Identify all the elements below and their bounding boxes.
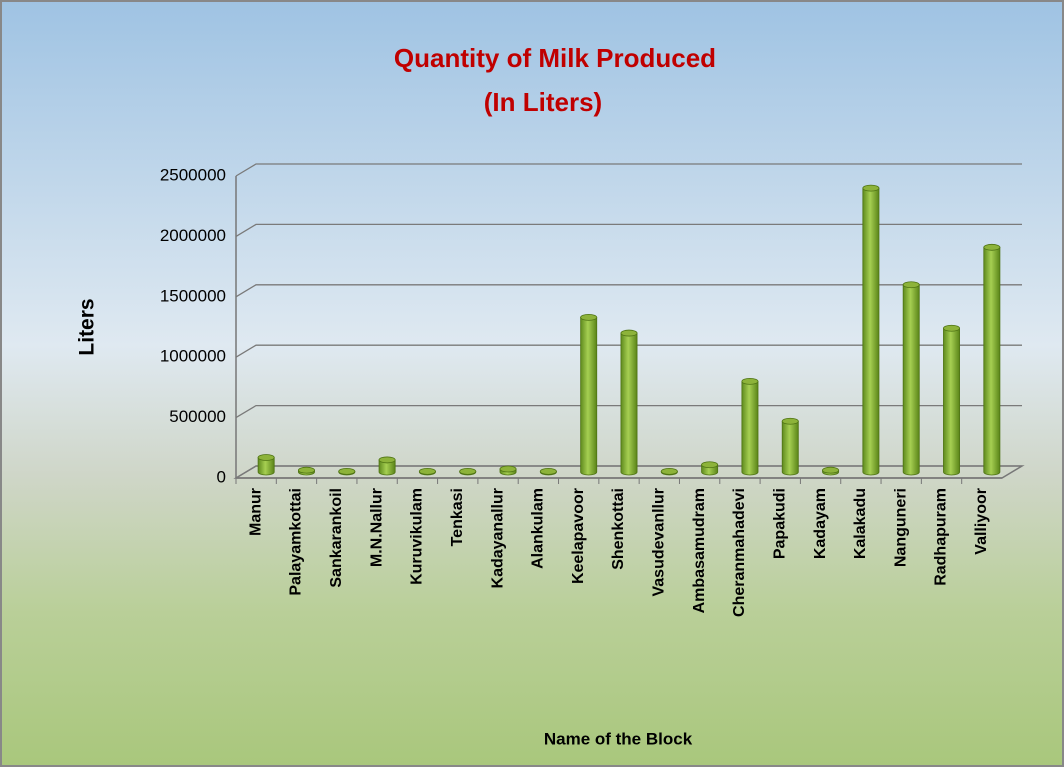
bar-top <box>499 465 517 473</box>
bar-body <box>902 284 920 476</box>
x-tick-label: Kalakadu <box>852 488 869 559</box>
bar <box>862 184 880 476</box>
chart-subtitle: (In Liters) <box>484 87 602 117</box>
y-tick-label: 500000 <box>169 407 226 426</box>
x-tick-label: Manur <box>247 488 264 536</box>
x-tick-label: Kadayam <box>812 488 829 559</box>
chart-title: Quantity of Milk Produced <box>394 43 716 73</box>
y-tick-label: 1500000 <box>160 286 226 305</box>
bar-top <box>580 313 598 321</box>
bar-top <box>741 377 759 385</box>
x-tick-label: Cheranmahadevi <box>731 488 748 617</box>
x-tick-label: Radhapuram <box>933 488 950 586</box>
bar <box>943 324 960 476</box>
bar-top <box>822 466 840 474</box>
bar <box>822 466 840 476</box>
x-tick-label: Alankulam <box>530 488 547 569</box>
x-tick-label: Keelapavoor <box>570 488 587 584</box>
x-tick-label: Papakudi <box>771 488 788 559</box>
bar <box>580 313 598 476</box>
bar <box>378 456 396 476</box>
bar-top <box>298 466 315 474</box>
y-axis-title: Liters <box>76 298 99 355</box>
bar-body <box>741 381 759 476</box>
y-tick-label: 0 <box>217 467 226 486</box>
bar <box>983 243 1001 476</box>
bar-body <box>781 420 799 476</box>
bar-top <box>701 461 719 469</box>
bar <box>499 465 517 476</box>
y-tick-label: 2500000 <box>160 165 226 184</box>
bar-top <box>983 243 1001 251</box>
bar <box>338 467 356 476</box>
bar-body <box>257 457 275 476</box>
bar-top <box>862 184 880 192</box>
bar <box>620 329 638 476</box>
x-axis-title: Name of the Block <box>544 729 693 748</box>
grid-line <box>235 163 1022 177</box>
bar-top <box>257 454 275 461</box>
grid-line <box>235 344 1022 358</box>
y-tick-label: 2000000 <box>160 226 226 245</box>
bar <box>257 454 275 476</box>
bar-body <box>943 327 960 476</box>
x-tick-label: M.N.Nallur <box>368 488 385 567</box>
bar <box>418 467 436 476</box>
title: Quantity of Milk Produced (In Liters) <box>394 43 716 117</box>
bar-top <box>660 467 678 475</box>
x-tick-label: Tenkasi <box>449 488 466 546</box>
bar <box>741 377 759 476</box>
bar-body <box>580 316 598 476</box>
bar-top <box>902 281 920 289</box>
bar <box>298 466 315 476</box>
y-tick-label: 1000000 <box>160 347 226 366</box>
x-tick-label: Valliyoor <box>973 488 990 555</box>
bar <box>902 281 920 476</box>
x-tick-label: Kuruvikulam <box>409 488 426 585</box>
bar-body <box>620 332 638 476</box>
bar-body <box>378 459 396 476</box>
x-tick-label: Palayamkottai <box>288 488 305 596</box>
bar <box>781 417 799 476</box>
bar-top <box>459 467 477 475</box>
bar-top <box>539 467 557 475</box>
x-tick-label: Kadayanallur <box>489 488 506 588</box>
x-tick-label: Shenkottai <box>610 488 627 570</box>
x-tick-label: Sankarankoil <box>328 488 345 588</box>
bar-top <box>781 417 799 425</box>
grid-line <box>235 404 1022 419</box>
bar-top <box>620 329 638 337</box>
grid-line <box>235 284 1022 298</box>
bar-body <box>983 246 1001 476</box>
bar-top <box>418 467 436 475</box>
grid-line <box>235 223 1022 237</box>
x-tick-label: Ambasamudram <box>691 488 708 613</box>
x-tick-label: Nanguneri <box>892 488 909 567</box>
bar <box>539 467 557 476</box>
x-tick-label: Vasudevanllur <box>651 488 668 597</box>
grid-line <box>235 465 1022 479</box>
bar <box>701 461 719 476</box>
bar <box>459 467 477 476</box>
bar-top <box>338 467 356 475</box>
bar-top <box>378 456 396 464</box>
bar-top <box>943 324 960 332</box>
bar-body <box>862 187 880 476</box>
bar <box>660 467 678 476</box>
